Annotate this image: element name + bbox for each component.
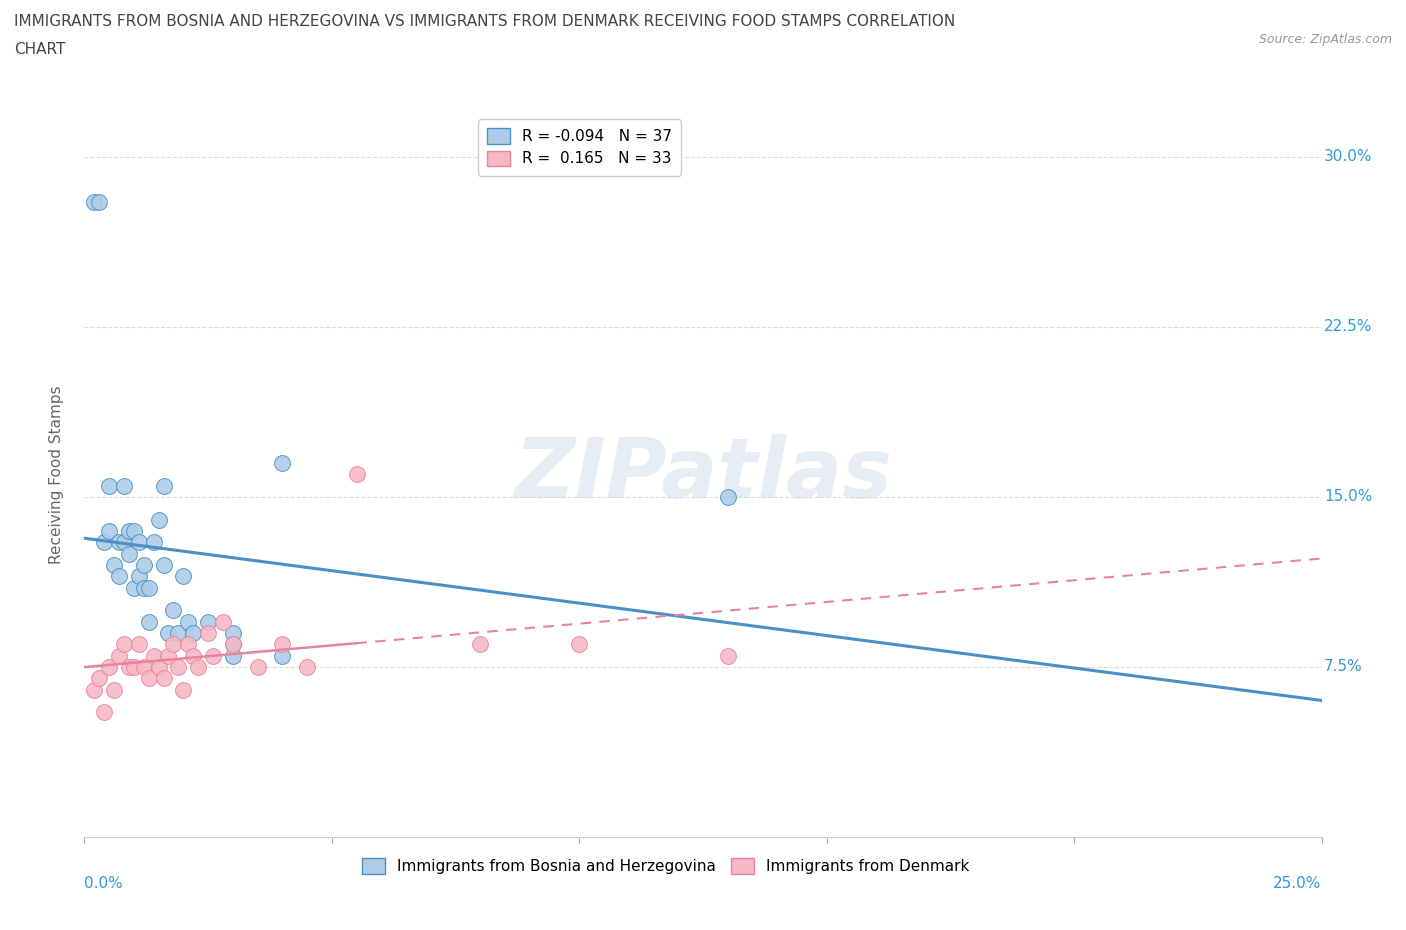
Point xyxy=(202,648,225,663)
Point xyxy=(187,659,209,674)
Point xyxy=(157,648,180,663)
Point xyxy=(83,683,105,698)
Point xyxy=(142,535,165,550)
Point xyxy=(222,626,245,641)
Point xyxy=(103,558,125,573)
Point xyxy=(83,195,105,210)
Point xyxy=(98,524,121,538)
Point xyxy=(152,478,174,493)
Point xyxy=(246,659,269,674)
Point xyxy=(197,614,219,629)
Point xyxy=(112,478,135,493)
Point xyxy=(172,683,194,698)
Point xyxy=(103,683,125,698)
Point xyxy=(162,603,184,618)
Point xyxy=(138,580,160,595)
Point xyxy=(108,648,131,663)
Point xyxy=(128,535,150,550)
Point xyxy=(118,659,141,674)
Point xyxy=(108,569,131,584)
Point xyxy=(98,659,121,674)
Point xyxy=(93,535,115,550)
Text: 22.5%: 22.5% xyxy=(1324,319,1372,335)
Point xyxy=(112,637,135,652)
Point xyxy=(181,648,204,663)
Point xyxy=(89,195,111,210)
Point xyxy=(132,659,155,674)
Point xyxy=(271,648,294,663)
Point xyxy=(89,671,111,685)
Legend: Immigrants from Bosnia and Herzegovina, Immigrants from Denmark: Immigrants from Bosnia and Herzegovina, … xyxy=(356,852,976,880)
Point xyxy=(128,569,150,584)
Point xyxy=(271,637,294,652)
Point xyxy=(142,648,165,663)
Point xyxy=(222,637,245,652)
Point xyxy=(212,614,235,629)
Point xyxy=(717,489,740,504)
Point xyxy=(568,637,591,652)
Point xyxy=(132,580,155,595)
Point xyxy=(181,626,204,641)
Point xyxy=(271,456,294,471)
Point xyxy=(108,535,131,550)
Point xyxy=(138,614,160,629)
Point xyxy=(152,558,174,573)
Point xyxy=(93,705,115,720)
Point xyxy=(118,546,141,561)
Text: ZIPatlas: ZIPatlas xyxy=(515,433,891,515)
Point xyxy=(112,535,135,550)
Point xyxy=(122,524,145,538)
Point xyxy=(222,637,245,652)
Point xyxy=(167,626,190,641)
Point xyxy=(128,637,150,652)
Point xyxy=(122,580,145,595)
Point xyxy=(295,659,318,674)
Text: CHART: CHART xyxy=(14,42,66,57)
Text: 7.5%: 7.5% xyxy=(1324,659,1362,674)
Point xyxy=(167,659,190,674)
Point xyxy=(177,614,200,629)
Text: IMMIGRANTS FROM BOSNIA AND HERZEGOVINA VS IMMIGRANTS FROM DENMARK RECEIVING FOOD: IMMIGRANTS FROM BOSNIA AND HERZEGOVINA V… xyxy=(14,14,955,29)
Point xyxy=(98,478,121,493)
Point xyxy=(132,558,155,573)
Point xyxy=(138,671,160,685)
Text: 30.0%: 30.0% xyxy=(1324,150,1372,165)
Text: 25.0%: 25.0% xyxy=(1274,876,1322,891)
Point xyxy=(222,648,245,663)
Point xyxy=(177,637,200,652)
Point xyxy=(157,626,180,641)
Point xyxy=(197,626,219,641)
Point xyxy=(470,637,492,652)
Point xyxy=(346,467,368,482)
Point xyxy=(172,569,194,584)
Point xyxy=(148,659,170,674)
Text: 15.0%: 15.0% xyxy=(1324,489,1372,504)
Point xyxy=(122,659,145,674)
Text: 0.0%: 0.0% xyxy=(84,876,124,891)
Point xyxy=(148,512,170,527)
Point xyxy=(152,671,174,685)
Point xyxy=(717,648,740,663)
Y-axis label: Receiving Food Stamps: Receiving Food Stamps xyxy=(49,385,63,564)
Text: Source: ZipAtlas.com: Source: ZipAtlas.com xyxy=(1258,33,1392,46)
Point xyxy=(162,637,184,652)
Point xyxy=(118,524,141,538)
